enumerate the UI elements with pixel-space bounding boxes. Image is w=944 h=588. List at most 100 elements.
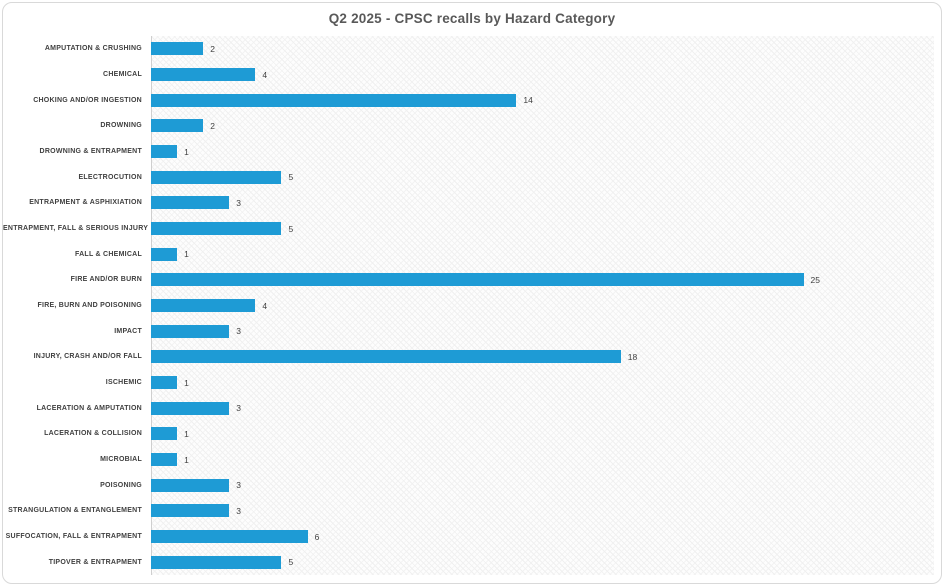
bar-track: 4 [151,62,934,88]
value-label: 4 [262,69,268,80]
chart-row: ELECTROCUTION 5 [3,164,934,190]
chart-row: ENTRAPMENT & ASPHIXIATION 3 [3,190,934,216]
value-label: 4 [262,300,268,311]
bar-track: 3 [151,190,934,216]
chart-row: ISCHEMIC 1 [3,370,934,396]
bar[interactable] [151,119,204,133]
bar-track: 2 [151,36,934,62]
chart-row: CHEMICAL 4 [3,62,934,88]
bar-track: 25 [151,267,934,293]
bar[interactable] [151,530,308,544]
bar-track: 3 [151,498,934,524]
bar-track: 3 [151,395,934,421]
category-label: STRANGULATION & ENTANGLEMENT [8,507,142,515]
bar[interactable] [151,42,204,56]
category-label: AMPUTATION & CRUSHING [44,45,142,53]
bar[interactable] [151,68,256,81]
bar[interactable] [151,504,230,518]
chart-row: MICROBIAL 1 [3,447,934,473]
bar[interactable] [151,555,282,569]
category-label: DROWNING & ENTRAPMENT [39,148,142,156]
category-label: CHEMICAL [103,71,142,78]
category-label: MICROBIAL [100,456,142,464]
category-label: CHOKING AND/OR INGESTION [33,96,142,104]
bar[interactable] [151,376,178,390]
category-label: ENTRAPMENT, FALL & SERIOUS INJURY [3,225,149,233]
bar[interactable] [151,453,178,467]
category-label: FIRE AND/OR BURN [70,276,142,284]
bar-track: 1 [151,421,934,447]
chart-row: POISONING 3 [3,472,934,498]
category-label: IMPACT [114,327,142,335]
chart-row: DROWNING & ENTRAPMENT 1 [3,139,934,165]
value-label: 1 [184,428,189,439]
bar[interactable] [151,350,621,364]
category-label: ENTRAPMENT & ASPHIXIATION [29,199,142,207]
chart-row: ENTRAPMENT, FALL & SERIOUS INJURY 5 [3,216,934,242]
bar[interactable] [151,170,282,184]
category-label: TIPOVER & ENTRAPMENT [48,558,142,566]
bar-track: 2 [151,113,934,139]
bar[interactable] [151,196,230,210]
value-label: 3 [236,326,242,337]
category-label: FIRE, BURN AND POISONING [37,302,142,310]
bar-track: 5 [151,164,934,190]
bar[interactable] [151,273,804,287]
value-label: 3 [236,505,242,516]
value-label: 3 [236,480,242,491]
category-label: LACERATION & COLLISION [44,430,142,438]
value-label: 6 [314,531,320,542]
value-label: 3 [236,403,242,414]
category-label: FALL & CHEMICAL [74,250,142,258]
value-label: 3 [236,197,242,208]
bar[interactable] [151,222,282,236]
chart-row: IMPACT 3 [3,318,934,344]
chart-row: FALL & CHEMICAL 1 [3,241,934,267]
category-label: POISONING [100,481,142,489]
value-label: 1 [184,377,189,388]
bar-track: 5 [151,216,934,242]
chart-title: Q2 2025 - CPSC recalls by Hazard Categor… [328,11,616,26]
bar[interactable] [151,247,178,261]
value-label: 1 [184,249,189,260]
bar[interactable] [151,93,517,107]
chart-row: CHOKING AND/OR INGESTION 14 [3,87,934,113]
value-label: 5 [288,172,294,183]
bar[interactable] [151,324,230,338]
chart-row: AMPUTATION & CRUSHING 2 [3,36,934,62]
chart-row: LACERATION & AMPUTATION 3 [3,395,934,421]
value-label: 2 [210,120,215,131]
bar-chart: AMPUTATION & CRUSHING 2 CHEMICAL 4 CHOKI… [3,36,934,575]
bar-track: 4 [151,293,934,319]
chart-row: FIRE, BURN AND POISONING 4 [3,293,934,319]
chart-row: STRANGULATION & ENTANGLEMENT 3 [3,498,934,524]
value-label: 2 [210,43,215,54]
bar-track: 1 [151,447,934,473]
bar[interactable] [151,401,230,415]
value-label: 1 [184,454,189,465]
chart-row: FIRE AND/OR BURN 25 [3,267,934,293]
chart-row: SUFFOCATION, FALL & ENTRAPMENT 6 [3,524,934,550]
category-label: DROWNING [100,122,142,130]
chart-row: DROWNING 2 [3,113,934,139]
value-label: 14 [523,95,533,106]
category-label: LACERATION & AMPUTATION [36,404,142,412]
chart-row: TIPOVER & ENTRAPMENT 5 [3,549,934,575]
bar-track: 1 [151,370,934,396]
bar-track: 18 [151,344,934,370]
value-label: 1 [184,146,189,157]
bar-track: 14 [151,87,934,113]
chart-row: INJURY, CRASH AND/OR FALL 18 [3,344,934,370]
category-label: ELECTROCUTION [78,173,142,181]
bar[interactable] [151,145,178,159]
bar-track: 5 [151,549,934,575]
bar-track: 3 [151,472,934,498]
bar-track: 3 [151,318,934,344]
value-label: 5 [288,557,294,568]
bar[interactable] [151,299,256,313]
chart-row: LACERATION & COLLISION 1 [3,421,934,447]
value-label: 25 [810,274,820,285]
bar[interactable] [151,478,230,492]
plot-area [151,36,934,575]
bar[interactable] [151,427,178,441]
